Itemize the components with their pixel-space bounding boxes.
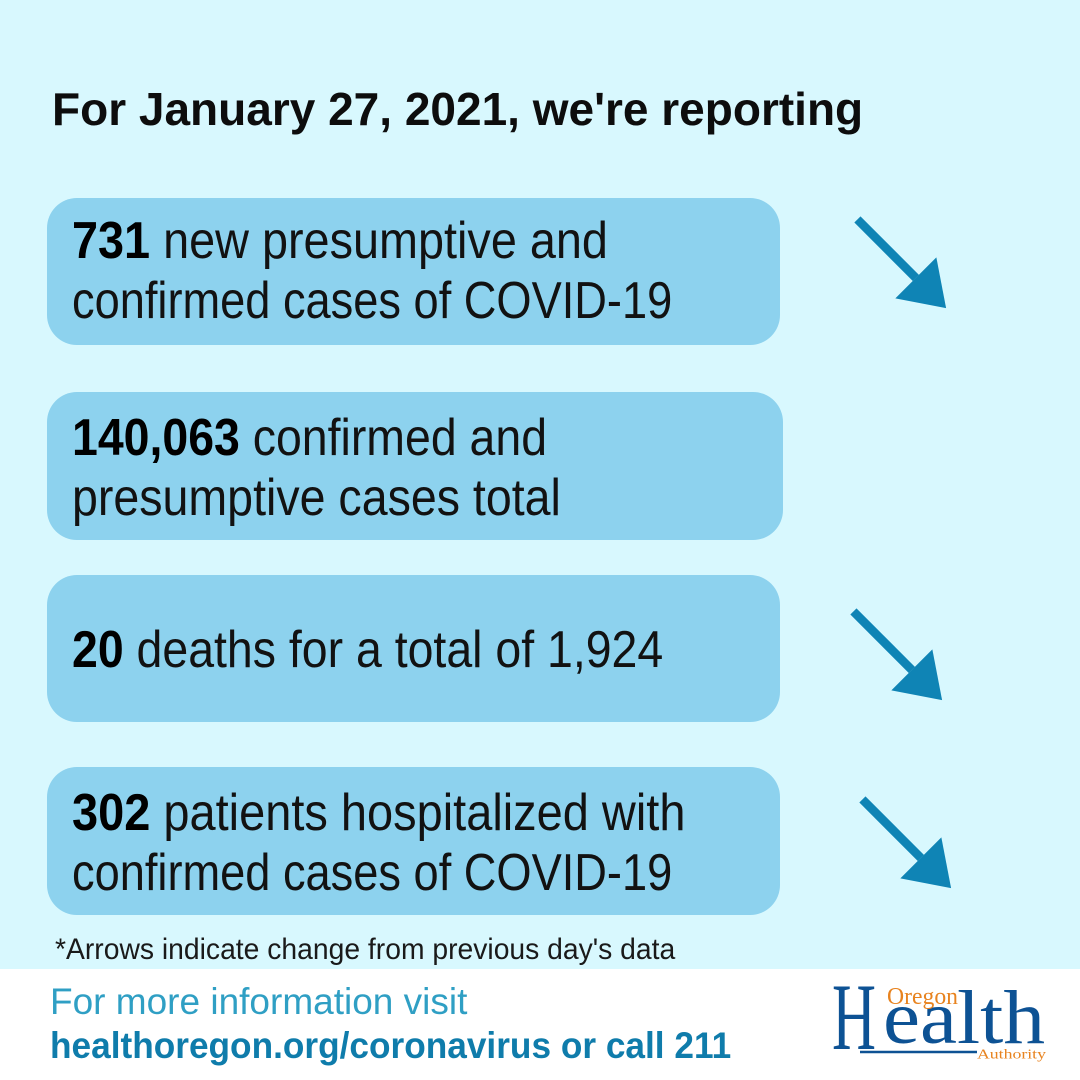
svg-text:Oregon: Oregon bbox=[887, 984, 958, 1010]
svg-text:Authority: Authority bbox=[977, 1048, 1046, 1063]
svg-text:ealth: ealth bbox=[883, 976, 1045, 1060]
svg-text:H: H bbox=[832, 968, 876, 1070]
